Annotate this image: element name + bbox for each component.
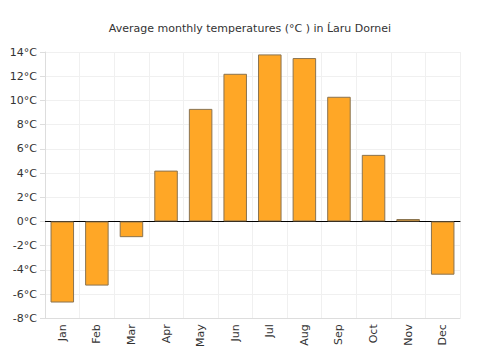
svg-text:Dec: Dec: [436, 324, 449, 345]
svg-text:Oct: Oct: [367, 324, 380, 344]
svg-text:Jul: Jul: [263, 324, 276, 338]
svg-text:Sep: Sep: [332, 324, 345, 345]
svg-text:Average monthly temperatures (: Average monthly temperatures (°C ) in Ĺa…: [109, 22, 391, 35]
svg-text:2°C: 2°C: [17, 191, 37, 204]
svg-text:-8°C: -8°C: [13, 312, 37, 325]
svg-text:-4°C: -4°C: [13, 263, 37, 276]
svg-text:-2°C: -2°C: [13, 239, 37, 252]
svg-text:4°C: 4°C: [17, 167, 37, 180]
svg-text:Feb: Feb: [90, 324, 103, 343]
svg-text:12°C: 12°C: [10, 70, 37, 83]
svg-text:May: May: [194, 324, 207, 347]
svg-text:Mar: Mar: [125, 324, 138, 345]
svg-text:-6°C: -6°C: [13, 288, 37, 301]
svg-text:10°C: 10°C: [10, 94, 37, 107]
svg-text:6°C: 6°C: [17, 142, 37, 155]
svg-text:Jan: Jan: [56, 324, 69, 342]
svg-text:Nov: Nov: [402, 324, 415, 346]
svg-text:14°C: 14°C: [10, 46, 37, 59]
svg-text:8°C: 8°C: [17, 118, 37, 131]
svg-text:0°C: 0°C: [17, 215, 37, 228]
svg-text:Jun: Jun: [229, 324, 242, 342]
svg-text:Apr: Apr: [160, 324, 173, 344]
svg-text:Aug: Aug: [298, 324, 311, 345]
